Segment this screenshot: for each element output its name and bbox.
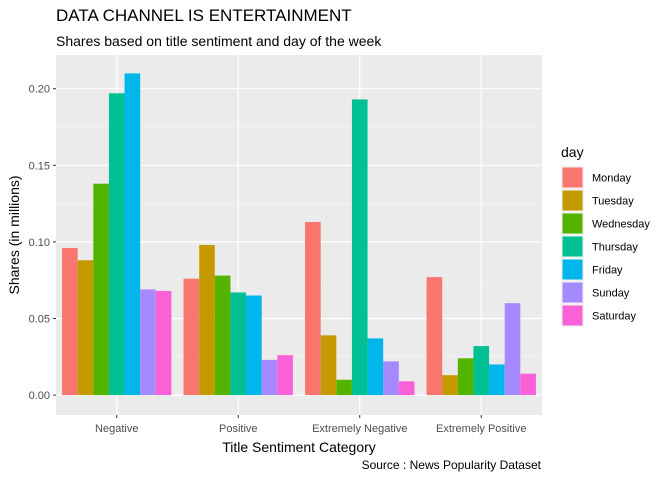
bar-friday [489, 364, 505, 396]
bar-monday [305, 221, 321, 396]
legend-label-monday: Monday [592, 173, 632, 185]
bar-friday [246, 295, 262, 396]
bar-saturday [398, 381, 415, 396]
legend-key-monday [562, 167, 583, 188]
bar-tuesday [77, 260, 94, 396]
x-axis-title: Title Sentiment Category [222, 439, 376, 455]
bar-tuesday [320, 335, 337, 396]
bar-monday [183, 278, 200, 396]
bar-wednesday [336, 379, 352, 396]
legend-key-tuesday [562, 190, 583, 211]
x-tick-label: Extremely Negative [312, 423, 407, 435]
bar-saturday [520, 373, 536, 396]
bar-sunday [140, 289, 156, 396]
legend-label-saturday: Saturday [592, 311, 637, 323]
bar-sunday [261, 359, 278, 396]
x-tick-label: Positive [219, 423, 258, 435]
bar-thursday [108, 93, 125, 396]
legend-key-thursday [562, 236, 583, 257]
x-axis-ticks: Negative Positive Extremely Negative Extrem… [95, 415, 526, 435]
bar-friday [367, 338, 384, 396]
bar-tuesday [199, 244, 215, 396]
legend-key-sunday [562, 282, 583, 303]
y-axis-title: Shares (in millions) [6, 175, 22, 294]
bar-saturday [155, 290, 172, 396]
bar-wednesday [93, 183, 109, 396]
legend-key-saturday [562, 305, 583, 326]
y-axis-ticks: 0.00 0.05 0.10 0.15 0.20 [29, 84, 56, 402]
bar-monday [426, 277, 443, 396]
legend-label-sunday: Sunday [592, 288, 630, 300]
legend-key-friday [562, 259, 583, 280]
legend-label-thursday: Thursday [592, 242, 638, 254]
bar-saturday [277, 355, 293, 396]
bar-tuesday [442, 375, 458, 396]
chart-title: DATA CHANNEL IS ENTERTAINMENT [56, 6, 352, 25]
bars [62, 73, 536, 396]
bar-sunday [383, 361, 399, 396]
legend-key-wednesday [562, 213, 583, 234]
bar-thursday [473, 346, 490, 396]
legend-label-friday: Friday [592, 265, 623, 277]
bar-thursday [230, 292, 247, 396]
y-tick-label: 0.05 [29, 313, 50, 325]
y-tick-label: 0.10 [29, 237, 50, 249]
bar-monday [62, 248, 78, 396]
bar-friday [124, 73, 141, 396]
bar-thursday [351, 99, 368, 396]
legend-title: day [561, 144, 584, 160]
legend-label-wednesday: Wednesday [592, 219, 650, 231]
legend: day Monday Tuesday Wednesday Thursday Friday… [561, 144, 650, 327]
chart-caption: Source : News Popularity Dataset [361, 458, 541, 472]
x-tick-label: Extremely Positive [436, 423, 526, 435]
bar-sunday [504, 303, 521, 396]
y-tick-label: 0.20 [29, 84, 50, 96]
bar-wednesday [457, 358, 474, 396]
x-tick-label: Negative [95, 423, 138, 435]
y-tick-label: 0.15 [29, 160, 50, 172]
y-tick-label: 0.00 [29, 390, 50, 402]
chart-subtitle: Shares based on title sentiment and day … [56, 33, 382, 49]
legend-label-tuesday: Tuesday [592, 196, 634, 208]
bar-wednesday [214, 275, 231, 396]
